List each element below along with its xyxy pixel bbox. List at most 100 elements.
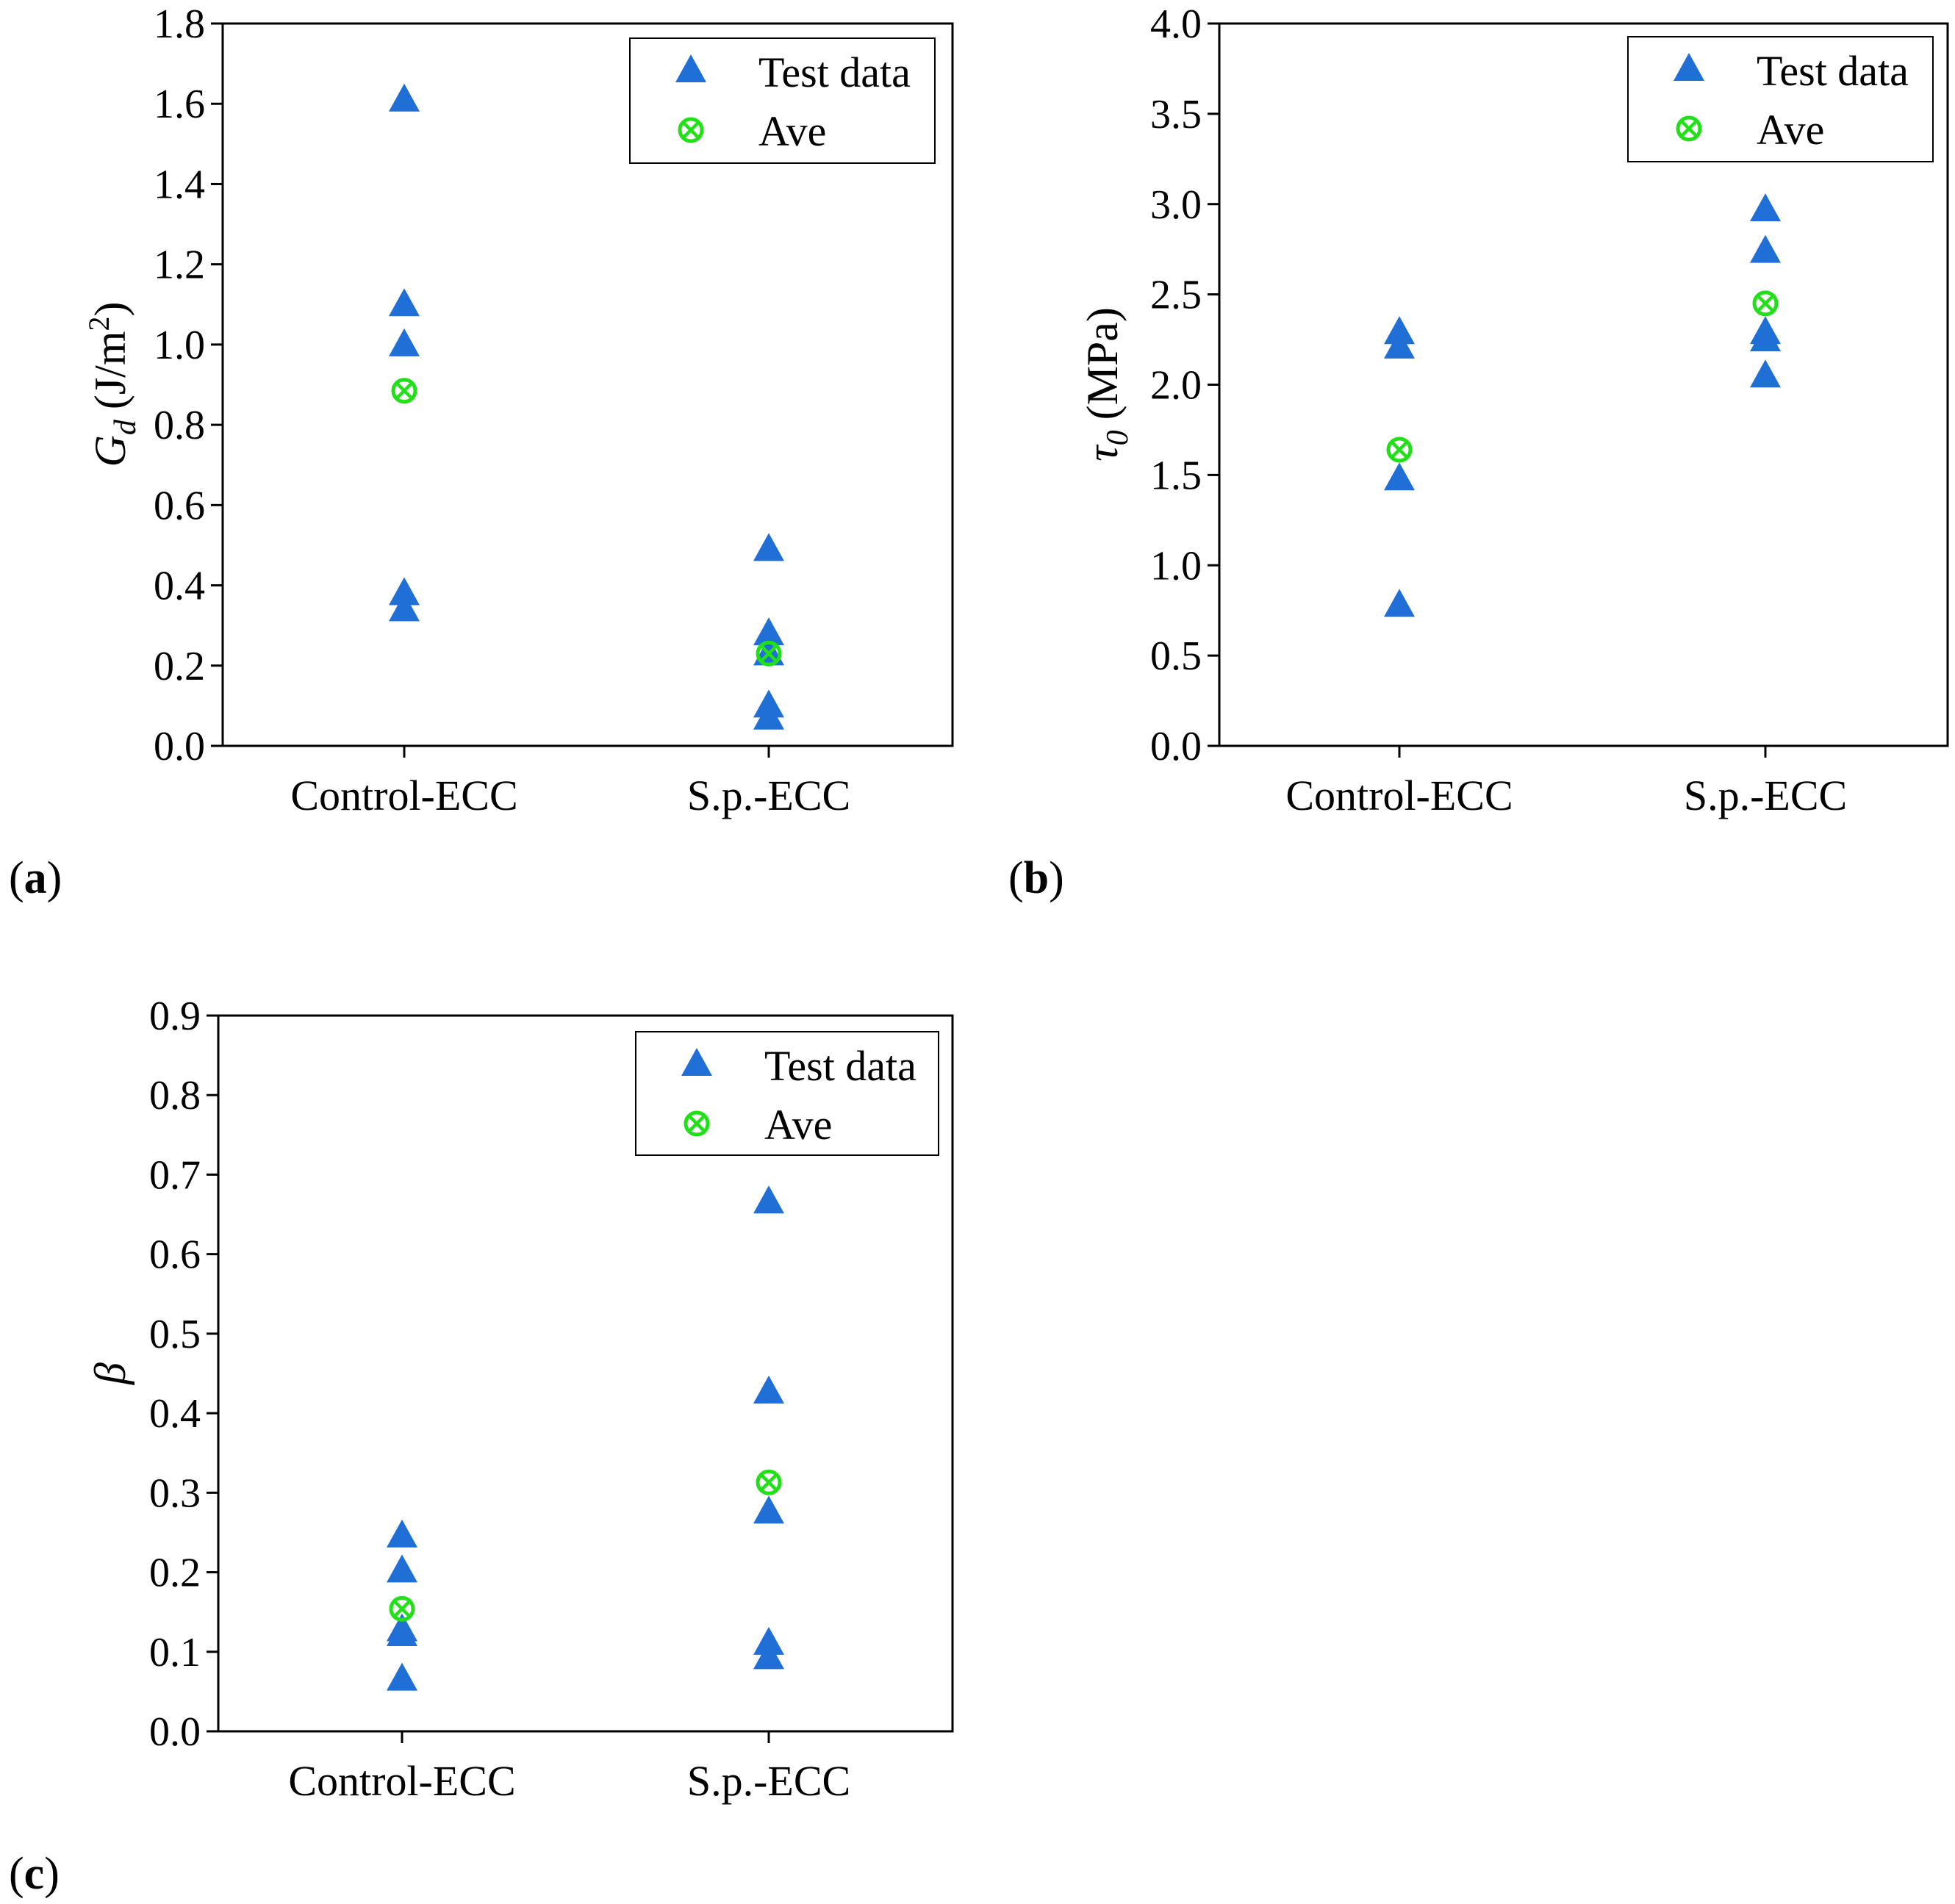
legend-ave-icon-ring bbox=[684, 1110, 710, 1137]
test-data-point bbox=[1750, 359, 1781, 388]
legend-ave-icon bbox=[678, 117, 704, 143]
panel-letter: (a) bbox=[9, 853, 62, 903]
y-tick-label: 0.0 bbox=[154, 724, 205, 769]
panel-paren-open: ( bbox=[1008, 853, 1024, 903]
y-tick-label: 1.2 bbox=[154, 243, 205, 288]
ave-point-ring bbox=[756, 1469, 782, 1495]
x-category-label: S.p.-ECC bbox=[687, 772, 850, 819]
legend-ave-label: Ave bbox=[764, 1101, 832, 1149]
legend-test-icon bbox=[1674, 53, 1704, 81]
y-tick-label: 0.5 bbox=[149, 1312, 201, 1357]
y-tick-label: 3.5 bbox=[1150, 92, 1202, 137]
legend-ave-icon-cross-b bbox=[682, 121, 700, 139]
y-axis-symbol: β bbox=[86, 1362, 134, 1385]
test-data-point bbox=[753, 1626, 784, 1655]
y-tick-label: 0.2 bbox=[149, 1551, 201, 1596]
ave-point-ring bbox=[1386, 437, 1413, 463]
legend: Test data Ave bbox=[629, 37, 936, 164]
y-tick-label: 4.0 bbox=[1150, 1, 1202, 47]
legend: Test data Ave bbox=[1627, 36, 1934, 162]
test-data-point bbox=[753, 1375, 784, 1404]
legend-ave-icon bbox=[684, 1110, 710, 1137]
y-axis-title: τ0 (MPa) bbox=[1078, 307, 1135, 461]
y-axis-superscript: 2 bbox=[82, 316, 115, 331]
panel-letter: (b) bbox=[1008, 853, 1064, 903]
test-data-point bbox=[389, 288, 420, 317]
legend-ave-label: Ave bbox=[1757, 106, 1824, 154]
y-tick-label: 0.8 bbox=[149, 1073, 201, 1118]
y-tick-label: 2.0 bbox=[1150, 363, 1202, 409]
y-tick-label: 0.0 bbox=[1150, 724, 1202, 769]
ave-point-cross-b bbox=[760, 644, 778, 662]
y-axis-symbol: τ bbox=[1078, 444, 1127, 461]
test-data-point bbox=[753, 1185, 784, 1214]
panel-0: 0.0 0.2 0.4 0.6 0.8 1.0 1.2 1.4 1.6 1.8 Control-EC… bbox=[9, 1, 954, 903]
panel-letter-bold: a bbox=[24, 853, 47, 903]
legend-ave-icon bbox=[1676, 115, 1702, 142]
y-axis-units: (J/m bbox=[86, 331, 134, 409]
x-category-label: Control-ECC bbox=[1285, 772, 1513, 819]
legend-test-icon bbox=[681, 1048, 712, 1076]
test-data-point bbox=[389, 328, 420, 356]
y-axis-title: β bbox=[86, 1362, 134, 1385]
y-tick-label: 2.5 bbox=[1150, 273, 1202, 318]
panels-layer: 0.0 0.2 0.4 0.6 0.8 1.0 1.2 1.4 1.6 1.8 Control-EC… bbox=[9, 1, 1949, 1899]
ave-point-ring bbox=[1752, 290, 1779, 317]
y-tick-label: 1.8 bbox=[154, 1, 205, 47]
y-tick-label: 1.0 bbox=[1150, 543, 1202, 589]
y-tick-label: 0.5 bbox=[1150, 633, 1202, 679]
panel-paren-open: ( bbox=[9, 1849, 24, 1899]
panel-1: 0.0 0.5 1.0 1.5 2.0 2.5 3.0 3.5 4.0 Control-ECC S.… bbox=[1008, 1, 1949, 903]
legend-test-label: Test data bbox=[1757, 47, 1909, 95]
panel-letter-bold: b bbox=[1024, 853, 1049, 903]
test-data-point bbox=[387, 1617, 417, 1646]
legend-test-label: Test data bbox=[764, 1042, 916, 1090]
y-tick-label: 0.6 bbox=[154, 483, 205, 528]
ave-point bbox=[1752, 290, 1779, 317]
test-data-point bbox=[1384, 330, 1415, 359]
panel-2: 0.0 0.1 0.2 0.3 0.4 0.5 0.6 0.7 0.8 0.9 Control-EC… bbox=[9, 994, 954, 1899]
test-data-point bbox=[387, 1662, 417, 1691]
ave-point-ring bbox=[756, 640, 782, 667]
test-data-point bbox=[753, 617, 784, 646]
panel-paren-open: ( bbox=[9, 853, 24, 903]
y-axis-close: ) bbox=[86, 302, 134, 317]
y-tick-label: 1.0 bbox=[154, 323, 205, 368]
plot-frame bbox=[221, 22, 954, 747]
test-data-point bbox=[389, 83, 420, 112]
y-tick-label: 0.6 bbox=[149, 1232, 201, 1278]
ave-point-ring bbox=[389, 1595, 415, 1622]
panel-letter-bold: c bbox=[24, 1849, 45, 1899]
y-tick-label: 0.4 bbox=[149, 1391, 201, 1437]
test-data-point bbox=[1750, 193, 1781, 222]
x-category-label: S.p.-ECC bbox=[687, 1757, 850, 1805]
x-category-label: Control-ECC bbox=[288, 1757, 515, 1805]
test-data-point bbox=[753, 533, 784, 561]
ave-point bbox=[1386, 437, 1413, 463]
legend-ave-icon-ring bbox=[1676, 115, 1702, 142]
y-tick-label: 0.1 bbox=[149, 1630, 201, 1675]
test-data-point bbox=[389, 577, 420, 606]
ave-point bbox=[756, 1469, 782, 1495]
y-tick-label: 0.7 bbox=[149, 1152, 201, 1198]
panel-paren-close: ) bbox=[1049, 853, 1064, 903]
ave-point bbox=[391, 378, 417, 404]
ave-point-cross-b bbox=[395, 382, 413, 400]
panel-letter: (c) bbox=[9, 1849, 60, 1899]
legend-box bbox=[635, 1031, 939, 1156]
ave-point-ring bbox=[391, 378, 417, 404]
ave-point-cross-b bbox=[393, 1600, 411, 1617]
legend-ave-icon-ring bbox=[678, 117, 704, 143]
y-tick-label: 1.5 bbox=[1150, 453, 1202, 498]
ave-point bbox=[389, 1595, 415, 1622]
y-axis-title: Gd (J/m2) bbox=[82, 302, 143, 467]
y-tick-label: 0.2 bbox=[154, 644, 205, 689]
x-category-label: S.p.-ECC bbox=[1684, 772, 1847, 819]
legend-ave-icon-cross-b bbox=[688, 1115, 706, 1132]
test-data-point bbox=[1384, 589, 1415, 617]
legend-ave-icon-cross-b bbox=[1680, 120, 1698, 137]
legend-box bbox=[629, 37, 936, 164]
ave-point-cross-b bbox=[1391, 441, 1408, 459]
y-axis-symbol: G bbox=[86, 435, 134, 467]
test-data-point bbox=[389, 593, 420, 622]
